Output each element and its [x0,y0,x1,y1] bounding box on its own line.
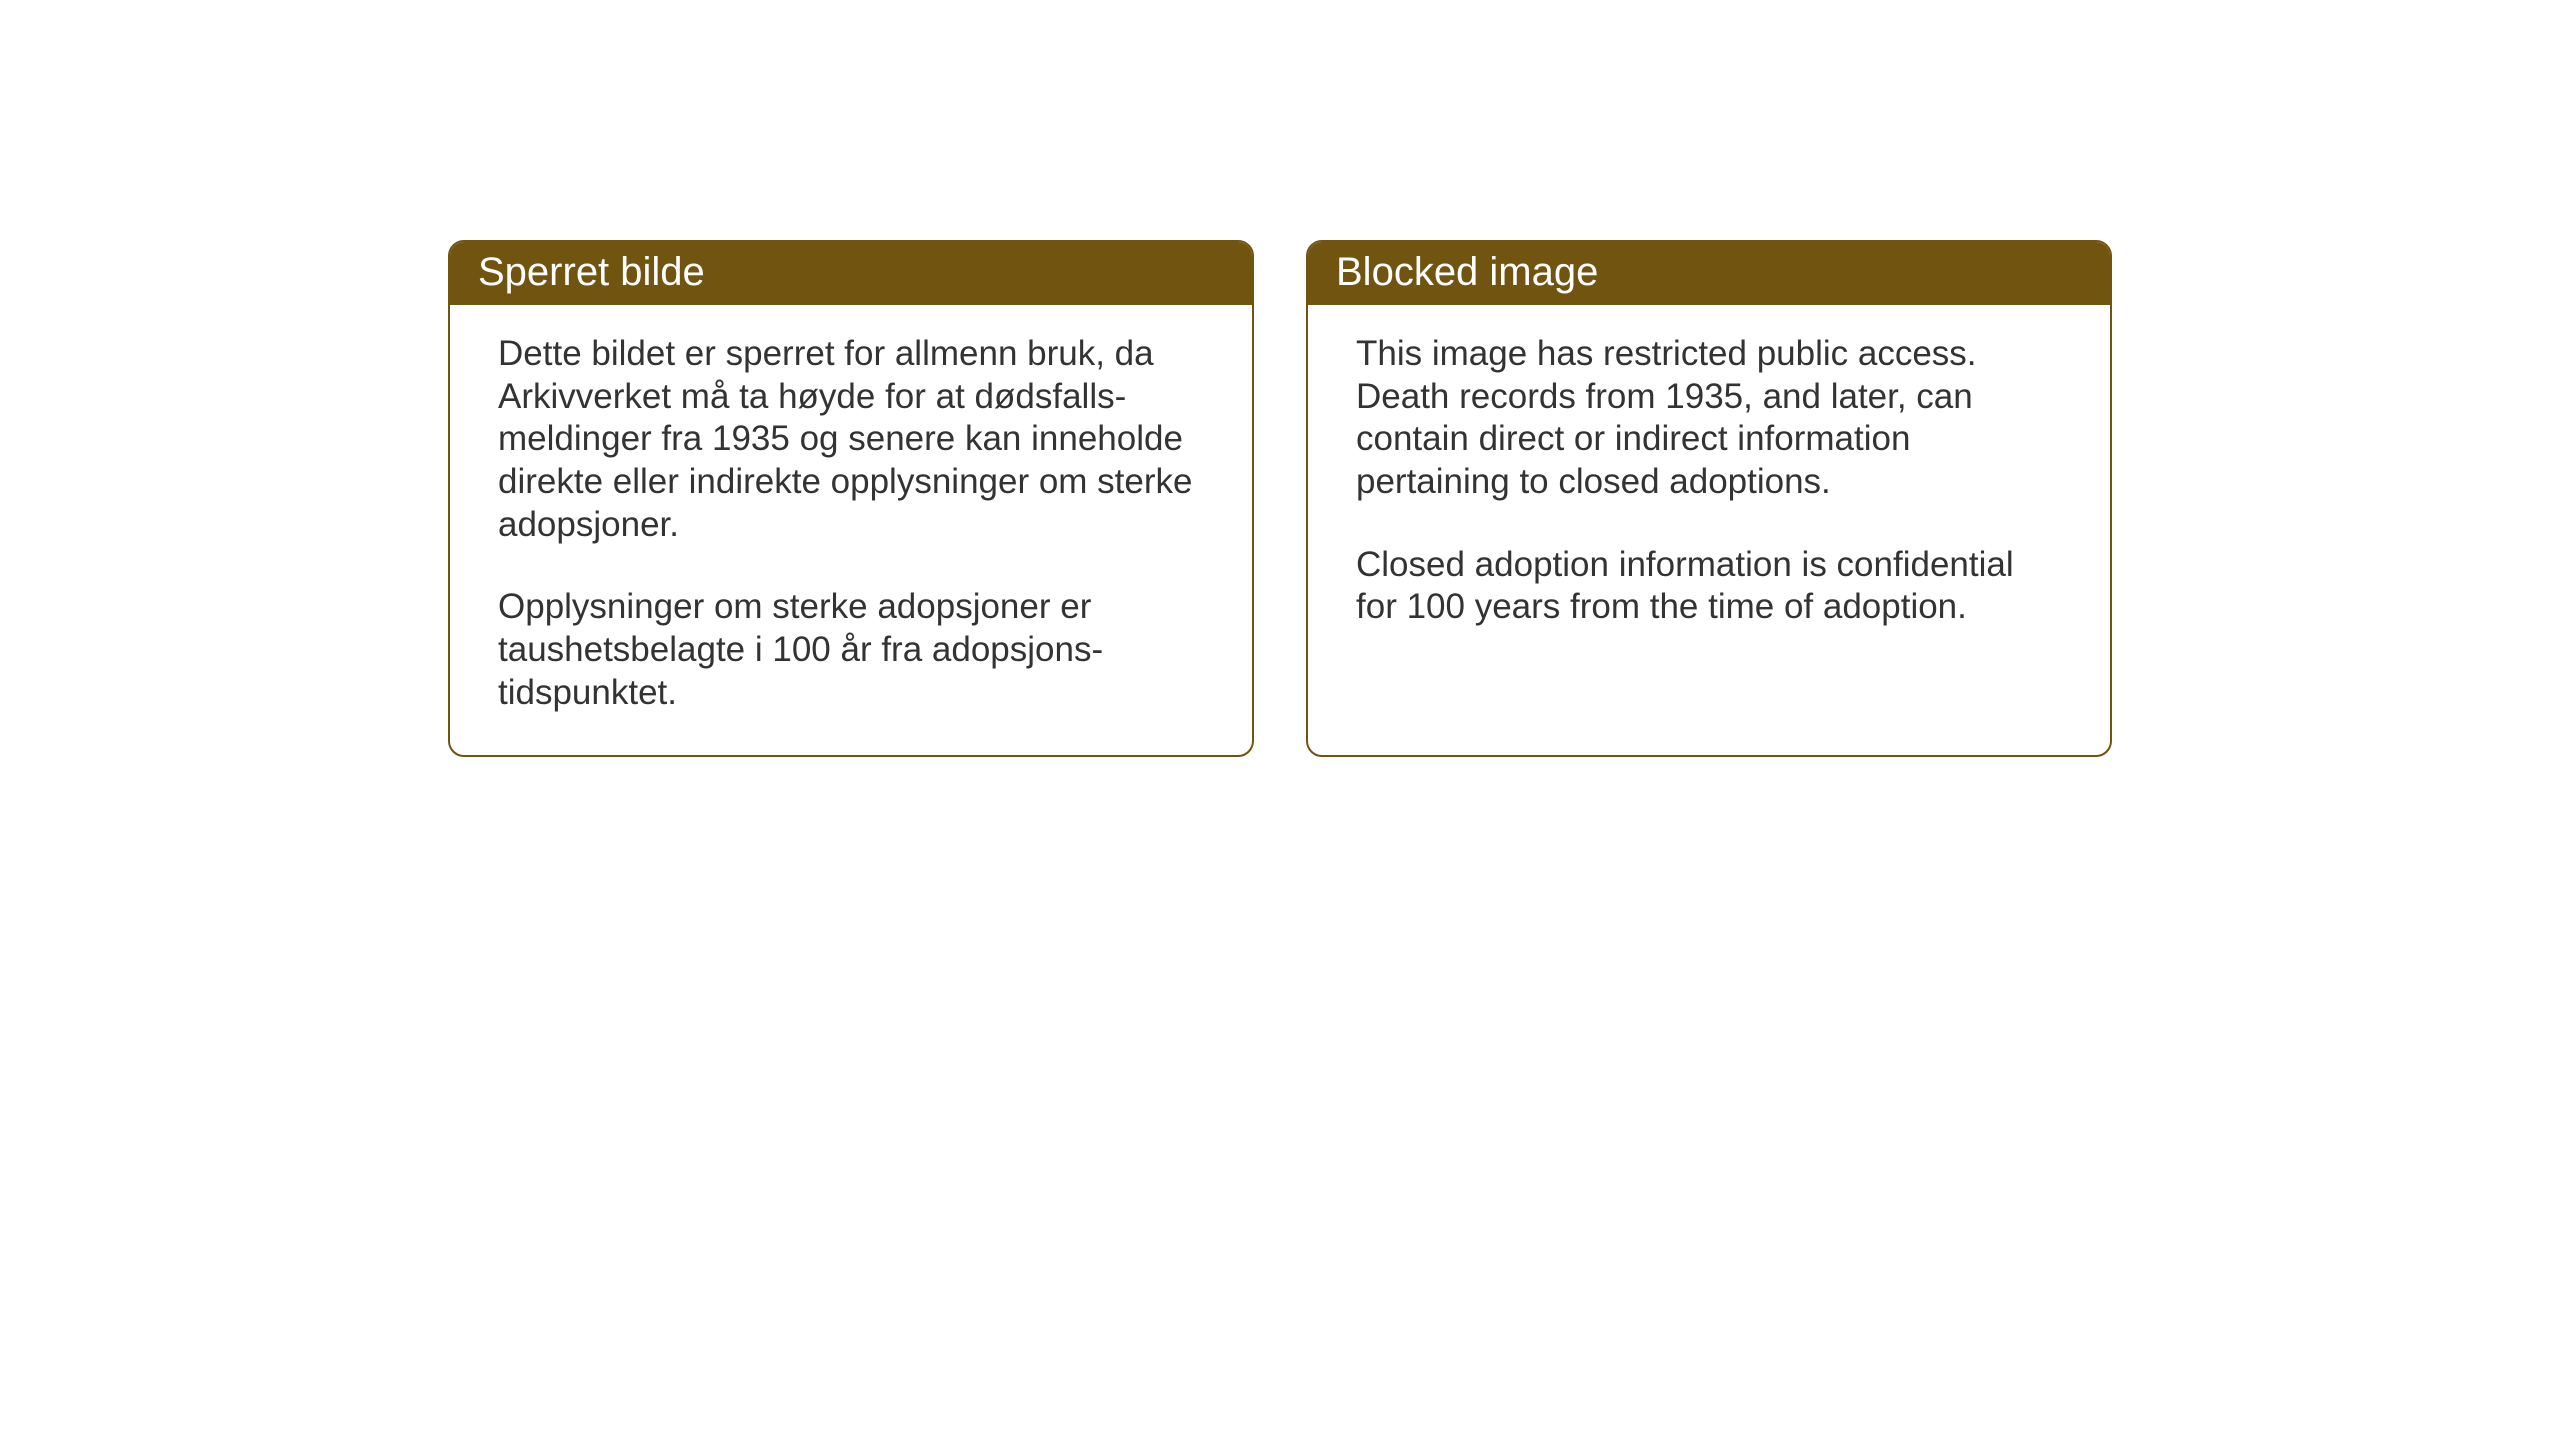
english-card-body: This image has restricted public access.… [1308,305,2110,669]
english-title: Blocked image [1336,250,1598,294]
norwegian-card-header: Sperret bilde [450,242,1252,305]
cards-container: Sperret bilde Dette bildet er sperret fo… [448,240,2112,757]
english-card: Blocked image This image has restricted … [1306,240,2112,757]
norwegian-paragraph-1: Dette bildet er sperret for allmenn bruk… [498,333,1204,546]
english-paragraph-2: Closed adoption information is confident… [1356,544,2062,629]
norwegian-card-body: Dette bildet er sperret for allmenn bruk… [450,305,1252,755]
english-paragraph-1: This image has restricted public access.… [1356,333,2062,504]
norwegian-card: Sperret bilde Dette bildet er sperret fo… [448,240,1254,757]
norwegian-paragraph-2: Opplysninger om sterke adopsjoner er tau… [498,586,1204,714]
norwegian-title: Sperret bilde [478,250,705,294]
english-card-header: Blocked image [1308,242,2110,305]
